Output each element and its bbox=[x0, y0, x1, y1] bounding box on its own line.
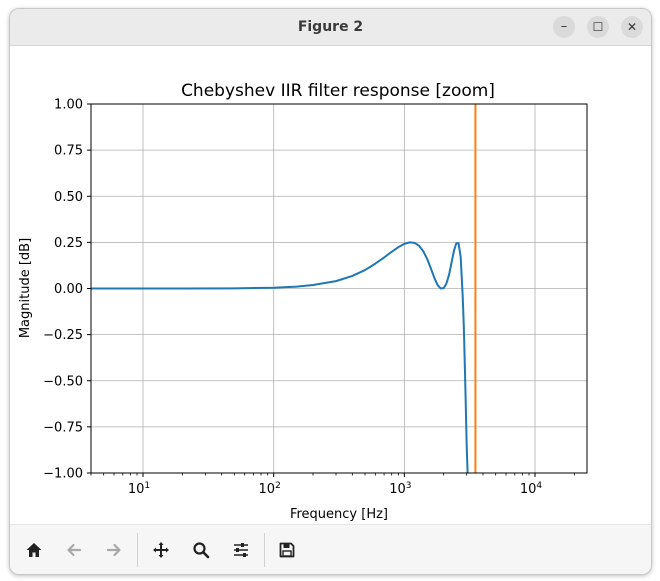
toolbar-separator bbox=[264, 533, 265, 567]
arrow-left-icon bbox=[67, 543, 82, 557]
arrow-right-icon bbox=[106, 543, 121, 557]
back-button[interactable] bbox=[59, 535, 89, 565]
figure-window: Figure 2 – ☐ ✕ Chebyshev IIR filter resp… bbox=[9, 8, 652, 575]
minimize-button[interactable]: – bbox=[553, 16, 575, 38]
x-tick-label: 104 bbox=[520, 481, 543, 497]
y-tick-label: −1.00 bbox=[43, 467, 83, 482]
figure-canvas[interactable]: Chebyshev IIR filter response [zoom] Fre… bbox=[10, 46, 651, 524]
navigation-toolbar bbox=[10, 524, 651, 574]
y-tick-label: 1.00 bbox=[54, 98, 83, 113]
y-tick-label: 0.50 bbox=[54, 190, 83, 205]
save-button[interactable] bbox=[272, 535, 302, 565]
tick-marks bbox=[87, 103, 575, 477]
title-bar: Figure 2 – ☐ ✕ bbox=[10, 9, 651, 46]
x-axis-label: Frequency [Hz] bbox=[290, 507, 388, 522]
move-icon bbox=[153, 542, 169, 558]
y-tick-label: −0.50 bbox=[43, 374, 83, 389]
y-tick-label: 0.00 bbox=[54, 282, 83, 297]
home-button[interactable] bbox=[19, 535, 49, 565]
y-axis-label: Magnitude [dB] bbox=[18, 238, 33, 338]
filter-response-line bbox=[91, 241, 469, 473]
toolbar-separator bbox=[137, 533, 138, 567]
pan-button[interactable] bbox=[146, 535, 176, 565]
plot-series bbox=[91, 104, 477, 473]
x-tick-label: 103 bbox=[389, 481, 411, 497]
close-icon: ✕ bbox=[626, 20, 638, 34]
configure-subplots-button[interactable] bbox=[226, 535, 256, 565]
minimize-icon: – bbox=[560, 19, 568, 34]
zoom-button[interactable] bbox=[186, 535, 216, 565]
close-button[interactable]: ✕ bbox=[621, 16, 643, 38]
chart: Chebyshev IIR filter response [zoom] Fre… bbox=[18, 81, 588, 522]
sliders-icon bbox=[234, 543, 248, 557]
x-tick-label: 102 bbox=[259, 481, 281, 497]
forward-button[interactable] bbox=[99, 535, 129, 565]
floppy-disk-icon bbox=[279, 542, 295, 558]
maximize-button[interactable]: ☐ bbox=[587, 16, 609, 38]
home-icon bbox=[26, 543, 42, 557]
y-tick-label: −0.25 bbox=[43, 328, 83, 343]
magnifier-icon bbox=[193, 542, 210, 559]
y-tick-label: −0.75 bbox=[43, 420, 83, 435]
axes-frame bbox=[90, 103, 588, 474]
x-tick-label: 101 bbox=[128, 481, 150, 497]
y-tick-label: 0.25 bbox=[54, 236, 83, 251]
maximize-icon: ☐ bbox=[592, 20, 604, 34]
window-title: Figure 2 bbox=[297, 19, 364, 35]
y-tick-label: 0.75 bbox=[54, 144, 83, 159]
chart-title: Chebyshev IIR filter response [zoom] bbox=[181, 81, 495, 101]
